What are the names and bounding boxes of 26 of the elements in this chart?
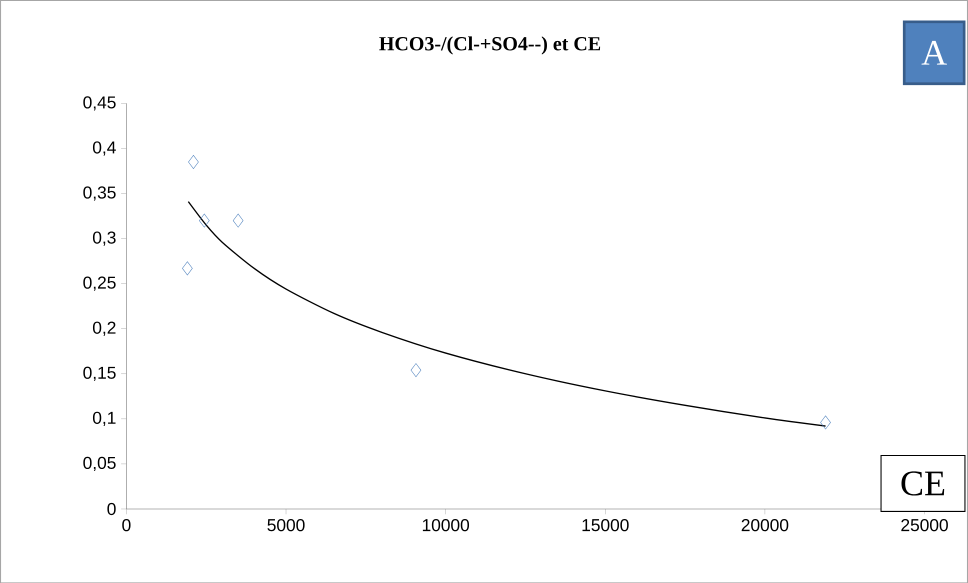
- y-tick-label: 0,05: [83, 456, 116, 471]
- y-tick-label: 0,2: [92, 321, 116, 336]
- y-tick-label: 0,3: [92, 231, 116, 246]
- x-tick-label: 25000: [901, 518, 948, 532]
- y-tick-label: 0,1: [92, 411, 116, 426]
- chart-title: HCO3-/(Cl-+SO4--) et CE: [379, 36, 600, 54]
- x-tick-label: 10000: [422, 518, 470, 532]
- y-tick-label: 0,45: [83, 96, 116, 110]
- x-tick-label: 0: [122, 518, 131, 532]
- x-tick-label: 15000: [582, 518, 629, 532]
- x-tick-label: 20000: [742, 518, 788, 532]
- y-tick-label: 0: [107, 502, 116, 515]
- point: [232, 213, 244, 228]
- y-tick-label: 0,25: [83, 276, 116, 291]
- line-series: [188, 200, 826, 427]
- y-tick-label: 0,4: [92, 141, 116, 156]
- point: [199, 213, 210, 228]
- y-tick-label: 0,15: [83, 366, 116, 381]
- y-tick-label: 0,35: [83, 186, 116, 200]
- text: A: [922, 40, 947, 64]
- x-axis-title: CE: [902, 471, 944, 496]
- x-tick-label: 5000: [267, 518, 305, 532]
- point: [820, 415, 831, 430]
- point: [188, 154, 199, 169]
- point: [410, 363, 422, 377]
- point: [182, 261, 193, 276]
